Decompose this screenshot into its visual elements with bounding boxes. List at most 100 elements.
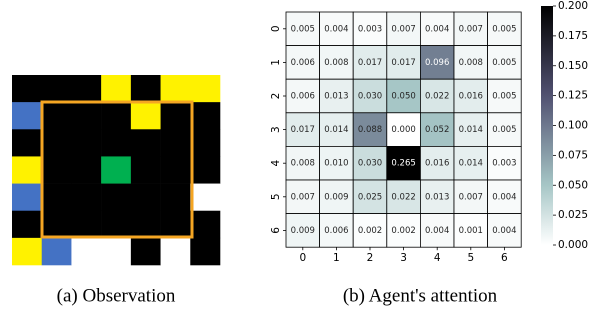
cell-label: 0.007 [459,24,483,34]
cell-label: 0.008 [291,159,315,169]
grid-cell [12,184,42,211]
y-tick-label: 2 [270,93,282,100]
cell-label: 0.005 [492,92,516,102]
x-tick-label: 1 [333,252,340,264]
colorbar [541,6,553,245]
grid-cell [190,156,220,183]
cell-label: 0.002 [391,226,415,236]
cell-label: 0.013 [324,92,348,102]
grid-cell [101,238,131,265]
cell-label: 0.017 [391,58,415,68]
grid-cell [131,156,161,183]
colorbar-tick-label: 0.200 [558,0,588,12]
cell-label: 0.006 [324,226,348,236]
x-tick-label: 2 [367,252,374,264]
y-tick-label: 4 [270,160,282,167]
cell-label: 0.004 [492,226,516,236]
cell-label: 0.008 [459,58,483,68]
cell-label: 0.008 [324,58,348,68]
grid-cell [101,102,131,129]
cell-label: 0.030 [358,159,382,169]
grid-cell [42,211,72,238]
colorbar-tick-label: 0.125 [558,90,588,102]
grid-cell [42,238,72,265]
y-tick-label: 5 [270,193,282,200]
cell-label: 0.096 [425,58,449,68]
grid-cell [71,156,101,183]
cell-label: 0.004 [425,24,449,34]
grid-cell [12,129,42,156]
grid-cell [131,238,161,265]
grid-cell [190,75,220,102]
cell-label: 0.005 [492,24,516,34]
cell-label: 0.007 [459,192,483,202]
grid-cell [71,75,101,102]
grid-cell [12,102,42,129]
grid-cell [42,75,72,102]
grid-cell [42,156,72,183]
grid-cell [42,102,72,129]
grid-cell [190,238,220,265]
cell-label: 0.005 [291,24,315,34]
grid-cell [42,184,72,211]
grid-cell [161,129,191,156]
cell-label: 0.017 [358,58,382,68]
grid-cell [101,129,131,156]
cell-label: 0.001 [459,226,483,236]
grid-cell [71,238,101,265]
cell-label: 0.016 [425,159,449,169]
cell-label: 0.265 [391,159,415,169]
cell-label: 0.003 [358,24,382,34]
grid-cell [12,156,42,183]
grid-cell [190,129,220,156]
x-tick-label: 6 [501,252,508,264]
grid-cell [101,211,131,238]
cell-label: 0.016 [459,92,483,102]
cell-label: 0.014 [459,159,483,169]
cell-label: 0.025 [358,192,382,202]
cell-label: 0.088 [358,125,382,135]
cell-label: 0.003 [492,159,516,169]
colorbar-tick-label: 0.175 [558,30,588,42]
grid-cell [101,75,131,102]
colorbar-tick-label: 0.000 [558,239,588,251]
grid-cell [131,211,161,238]
cell-label: 0.004 [425,226,449,236]
cell-label: 0.014 [459,125,483,135]
cell-label: 0.052 [425,125,449,135]
cell-label: 0.022 [391,192,415,202]
grid-cell [101,156,131,183]
cell-label: 0.005 [492,125,516,135]
y-tick-label: 1 [270,59,282,66]
grid-cell [101,184,131,211]
grid-cell [161,75,191,102]
grid-cell [161,211,191,238]
cell-label: 0.050 [391,92,415,102]
grid-cell [190,184,220,211]
colorbar-tick-label: 0.150 [558,60,588,72]
cell-label: 0.009 [324,192,348,202]
cell-label: 0.006 [291,92,315,102]
grid-cell [71,211,101,238]
figure: (a) Observation (b) Agent's attention 0.… [0,0,608,316]
colorbar-tick-label: 0.100 [558,120,588,132]
cell-label: 0.014 [324,125,348,135]
caption: (a) Observation [57,285,176,306]
cell-label: 0.022 [425,92,449,102]
grid-cell [131,102,161,129]
y-tick-label: 6 [270,227,282,234]
cell-label: 0.013 [425,192,449,202]
grid-cell [190,211,220,238]
colorbar-tick-label: 0.050 [558,179,588,191]
grid-cell [161,156,191,183]
grid-cell [71,184,101,211]
cell-label: 0.005 [492,58,516,68]
cell-label: 0.004 [324,24,348,34]
caption: (b) Agent's attention [343,285,498,306]
colorbar-tick-label: 0.025 [558,209,588,221]
cell-label: 0.004 [492,192,516,202]
cell-label: 0.017 [291,125,315,135]
grid-cell [161,238,191,265]
cell-label: 0.010 [324,159,348,169]
grid-cell [71,129,101,156]
